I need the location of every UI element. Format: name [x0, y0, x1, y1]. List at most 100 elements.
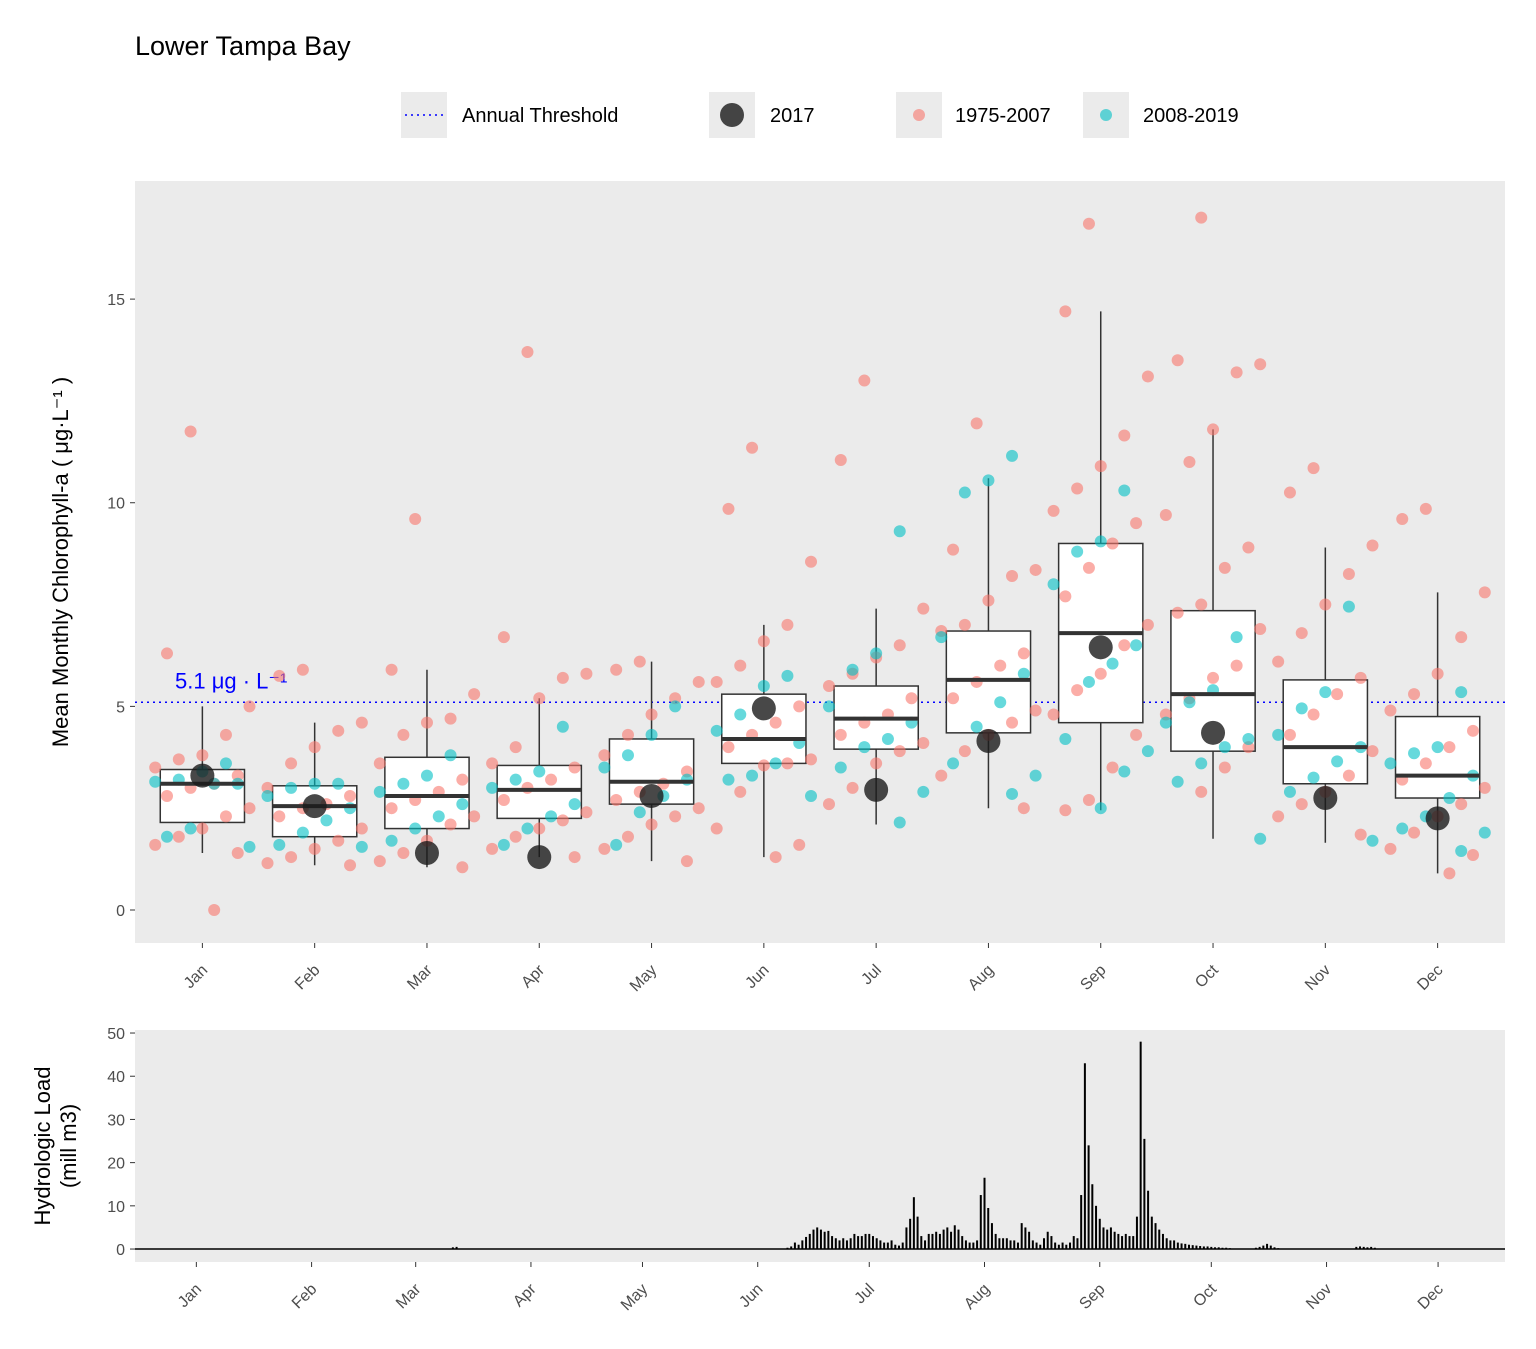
bar — [853, 1233, 856, 1250]
bar — [1202, 1246, 1205, 1250]
legend-label: 2017 — [770, 105, 815, 127]
bar — [845, 1240, 848, 1250]
bar — [909, 1218, 912, 1250]
point — [444, 749, 457, 762]
bar — [868, 1233, 871, 1250]
bar — [842, 1238, 845, 1250]
bar — [924, 1240, 927, 1250]
point — [692, 675, 705, 688]
point — [1195, 211, 1208, 224]
point — [1342, 600, 1355, 613]
bar — [1080, 1195, 1083, 1250]
point — [1195, 598, 1208, 611]
point — [722, 741, 735, 754]
bar — [1005, 1238, 1008, 1250]
point — [468, 810, 481, 823]
point — [1130, 728, 1143, 741]
point — [1478, 586, 1491, 599]
point — [917, 602, 930, 615]
bar — [1042, 1238, 1045, 1250]
point — [456, 798, 469, 811]
point — [1272, 655, 1285, 668]
point — [893, 525, 906, 538]
point — [397, 846, 410, 859]
point — [1455, 686, 1468, 699]
bar — [1184, 1243, 1187, 1250]
point — [296, 663, 309, 676]
point — [545, 773, 558, 786]
bar — [860, 1236, 863, 1250]
point — [970, 675, 983, 688]
point — [219, 728, 232, 741]
point — [1218, 741, 1231, 754]
bar — [1228, 1248, 1231, 1250]
bar — [1009, 1240, 1012, 1250]
bar — [1124, 1233, 1127, 1250]
point — [580, 667, 593, 680]
point — [734, 659, 747, 672]
point — [858, 374, 871, 387]
point — [947, 543, 960, 556]
point — [196, 822, 209, 835]
point — [769, 757, 782, 770]
bar — [827, 1230, 830, 1250]
y-axis-title: Hydrologic Load — [30, 1067, 55, 1226]
bar — [1158, 1229, 1161, 1250]
point — [1408, 826, 1421, 839]
point — [219, 810, 232, 823]
point — [1106, 657, 1119, 670]
point — [1006, 716, 1019, 729]
bar — [994, 1233, 997, 1250]
point — [308, 842, 321, 855]
bar — [864, 1233, 867, 1250]
point — [1071, 684, 1084, 697]
point — [1307, 462, 1320, 475]
point — [1159, 508, 1172, 521]
point — [633, 806, 646, 819]
point — [1006, 449, 1019, 462]
point — [545, 810, 558, 823]
box — [1394, 715, 1481, 799]
y-tick-label: 15 — [107, 292, 125, 309]
bar — [823, 1231, 826, 1250]
point — [1466, 849, 1479, 862]
point — [1354, 671, 1367, 684]
point — [645, 728, 658, 741]
bar — [1039, 1244, 1042, 1250]
bar — [1046, 1231, 1049, 1250]
point — [355, 840, 368, 853]
point — [610, 663, 623, 676]
point — [958, 745, 971, 758]
point — [781, 618, 794, 631]
point — [1059, 732, 1072, 745]
point — [1195, 757, 1208, 770]
bar — [1057, 1244, 1060, 1250]
bar — [1266, 1243, 1269, 1250]
point — [456, 773, 469, 786]
bar — [1016, 1242, 1019, 1250]
point — [805, 789, 818, 802]
bar — [1013, 1240, 1016, 1250]
point — [947, 757, 960, 770]
bar — [1069, 1242, 1072, 1250]
point — [994, 659, 1007, 672]
highlight-point — [639, 783, 664, 808]
chart-title: Lower Tampa Bay — [135, 31, 351, 61]
point — [1159, 716, 1172, 729]
bar — [1031, 1240, 1034, 1250]
bar — [1109, 1227, 1112, 1250]
bar — [875, 1238, 878, 1250]
point — [1431, 667, 1444, 680]
y-tick-label: 20 — [107, 1156, 125, 1173]
point — [161, 789, 174, 802]
point — [710, 822, 723, 835]
bar — [793, 1242, 796, 1250]
point — [161, 647, 174, 660]
point — [1094, 667, 1107, 680]
bar — [1087, 1145, 1090, 1250]
highlight-point — [527, 845, 552, 870]
bar — [831, 1236, 834, 1250]
point — [1295, 627, 1308, 640]
point — [456, 861, 469, 874]
point — [1319, 686, 1332, 699]
